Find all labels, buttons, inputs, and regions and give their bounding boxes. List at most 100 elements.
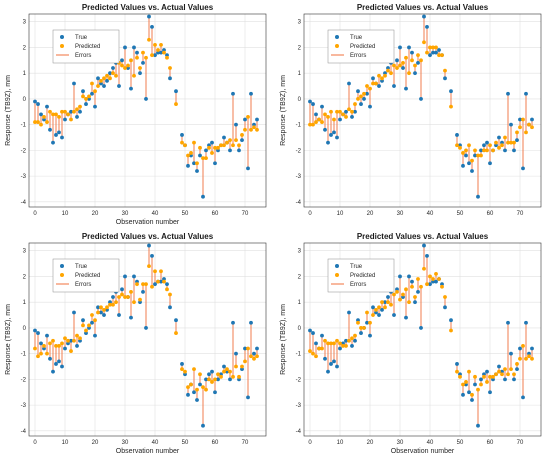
- true-point: [201, 194, 205, 199]
- predicted-point: [87, 94, 91, 99]
- true-point: [36, 331, 40, 335]
- predicted-point: [512, 140, 516, 145]
- true-point: [84, 102, 88, 106]
- true-point: [210, 140, 214, 145]
- predicted-point: [234, 364, 238, 369]
- predicted-point: [410, 284, 414, 289]
- true-point: [392, 313, 396, 317]
- true-point: [63, 117, 67, 122]
- y-tick-label: 2: [23, 45, 27, 51]
- predicted-point: [153, 42, 157, 47]
- predicted-point: [500, 143, 504, 148]
- predicted-point: [153, 269, 157, 274]
- true-point: [359, 331, 363, 335]
- legend-predicted-marker: [60, 44, 64, 48]
- predicted-point: [228, 369, 232, 374]
- predicted-point: [228, 138, 232, 142]
- x-tick-label: 0: [308, 440, 312, 446]
- true-point: [407, 45, 411, 50]
- chart-title: Predicted Values vs. Actual Values: [357, 3, 489, 12]
- y-tick-label: 1: [23, 71, 27, 77]
- predicted-point: [335, 338, 339, 343]
- true-point: [108, 71, 112, 76]
- predicted-point: [458, 374, 462, 379]
- predicted-point: [135, 55, 139, 60]
- predicted-point: [350, 336, 354, 341]
- y-tick-label: 0: [298, 97, 302, 103]
- predicted-point: [147, 37, 151, 42]
- y-tick-label: 0: [23, 326, 27, 332]
- true-point: [180, 362, 184, 366]
- true-point: [57, 359, 61, 364]
- true-point: [335, 135, 339, 140]
- true-point: [210, 369, 214, 374]
- true-point: [332, 130, 336, 135]
- predicted-point: [344, 344, 348, 348]
- legend-true-label: True: [350, 35, 363, 41]
- true-point: [186, 392, 190, 397]
- true-point: [240, 138, 244, 142]
- predicted-point: [252, 125, 256, 130]
- predicted-point: [252, 356, 256, 361]
- predicted-point: [138, 297, 142, 302]
- predicted-point: [246, 346, 250, 351]
- predicted-point: [524, 130, 528, 135]
- x-tick-label: 40: [427, 211, 434, 217]
- predicted-point: [180, 367, 184, 371]
- predicted-point: [506, 140, 510, 145]
- predicted-point: [81, 323, 85, 328]
- true-point: [99, 310, 103, 315]
- predicted-point: [338, 341, 342, 346]
- true-point: [365, 320, 369, 325]
- y-axis-label: Response (TB9Z), mm: [280, 75, 287, 146]
- y-tick-label: 2: [298, 274, 302, 280]
- y-tick-label: 1: [298, 71, 302, 77]
- true-point: [252, 351, 256, 356]
- predicted-point: [213, 377, 217, 382]
- legend-box: [327, 29, 395, 64]
- true-point: [93, 104, 97, 109]
- true-point: [192, 161, 196, 166]
- predicted-point: [308, 349, 312, 353]
- true-point: [467, 161, 471, 166]
- true-point: [117, 84, 121, 88]
- true-point: [416, 60, 420, 65]
- predicted-point: [192, 140, 196, 145]
- predicted-point: [105, 73, 109, 78]
- predicted-point: [243, 127, 247, 132]
- true-point: [407, 274, 411, 279]
- predicted-point: [72, 338, 76, 343]
- predicted-point: [323, 112, 327, 117]
- y-axis-label: Response (TB9Z), mm: [5, 75, 12, 146]
- predicted-point: [479, 382, 483, 387]
- true-point: [449, 318, 453, 323]
- predicted-point: [404, 55, 408, 60]
- true-point: [150, 253, 154, 258]
- true-point: [347, 81, 351, 86]
- predicted-point: [425, 282, 429, 287]
- legend: True Predicted Errors: [52, 29, 120, 64]
- true-point: [467, 390, 471, 395]
- predicted-point: [249, 127, 253, 132]
- true-point: [506, 320, 510, 325]
- predicted-point: [320, 120, 324, 124]
- y-tick-label: -2: [21, 148, 27, 154]
- predicted-point: [42, 115, 46, 119]
- legend: True Predicted Errors: [327, 258, 395, 293]
- true-point: [45, 104, 49, 109]
- predicted-point: [90, 313, 94, 317]
- true-point: [255, 117, 259, 122]
- true-point: [75, 344, 79, 348]
- predicted-point: [464, 148, 468, 153]
- true-point: [449, 89, 453, 94]
- y-tick-label: -2: [21, 377, 27, 383]
- predicted-point: [500, 372, 504, 377]
- true-point: [470, 169, 474, 173]
- predicted-point: [96, 310, 100, 315]
- x-tick-label: 10: [337, 440, 344, 446]
- predicted-point: [60, 109, 64, 114]
- predicted-point: [383, 73, 387, 78]
- predicted-point: [225, 140, 229, 145]
- legend-predicted-marker: [335, 273, 339, 277]
